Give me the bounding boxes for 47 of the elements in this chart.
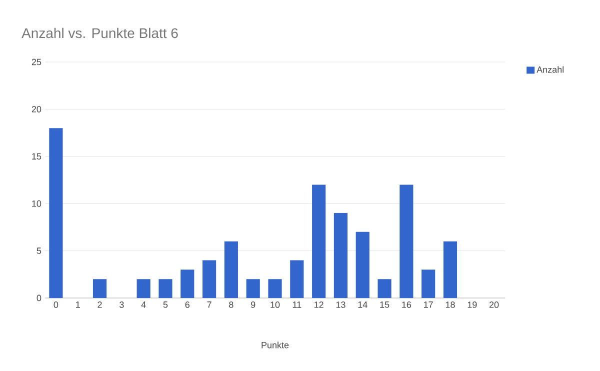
x-tick-label: 1 xyxy=(76,302,80,308)
bar xyxy=(334,213,348,298)
x-tick-label: 20 xyxy=(489,302,499,308)
x-tick-label: 19 xyxy=(468,302,477,308)
y-tick-label: 5 xyxy=(36,248,42,254)
x-tick-label: 4 xyxy=(141,302,146,308)
y-tick-label: 0 xyxy=(36,294,42,302)
x-tick-label: 12 xyxy=(314,302,324,308)
x-tick-label: 10 xyxy=(270,302,280,308)
bar xyxy=(224,241,238,298)
chart-title: Anzahl vs. Punkte Blatt 6 xyxy=(22,28,178,38)
bar xyxy=(443,241,458,298)
x-tick-label: 7 xyxy=(207,302,212,308)
bar xyxy=(312,184,326,298)
bar xyxy=(180,270,194,298)
x-tick-label: 16 xyxy=(402,302,412,308)
x-tick-label: 3 xyxy=(120,302,124,308)
bar xyxy=(136,279,150,298)
bar xyxy=(202,260,216,298)
x-tick-label: 11 xyxy=(292,302,302,308)
bar xyxy=(378,279,392,298)
x-tick-label: 17 xyxy=(424,302,433,308)
x-tick-label: 18 xyxy=(446,302,455,308)
bar xyxy=(158,279,172,298)
x-tick-label: 14 xyxy=(358,302,368,308)
bar xyxy=(246,279,260,298)
legend-label: Anzahl xyxy=(536,66,564,73)
y-tick-label: 10 xyxy=(32,200,42,207)
y-tick-label: 20 xyxy=(32,106,42,112)
x-axis-title: Punkte xyxy=(262,342,289,348)
x-tick-label: 5 xyxy=(163,302,168,308)
bar xyxy=(422,270,436,298)
bar xyxy=(356,232,370,298)
x-tick-label: 9 xyxy=(251,302,256,308)
x-tick-label: 15 xyxy=(380,302,390,308)
bar xyxy=(268,279,282,298)
x-tick-label: 0 xyxy=(54,302,58,308)
bar xyxy=(290,260,304,298)
x-tick-label: 6 xyxy=(185,302,190,308)
bar xyxy=(400,184,414,298)
x-tick-label: 13 xyxy=(336,302,346,308)
x-tick-label: 8 xyxy=(229,302,234,308)
y-tick-label: 25 xyxy=(32,58,42,66)
bar xyxy=(49,128,63,298)
bar xyxy=(92,279,107,298)
y-tick-label: 15 xyxy=(32,153,42,160)
x-tick-label: 2 xyxy=(98,302,102,308)
